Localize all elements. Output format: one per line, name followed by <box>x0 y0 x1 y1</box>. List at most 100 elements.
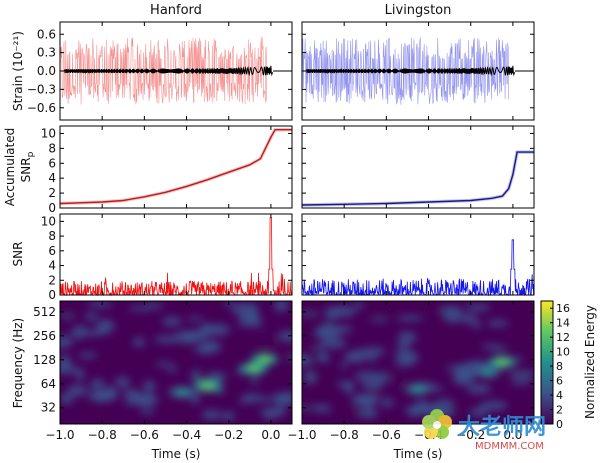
spec-frame-hanford <box>59 300 293 425</box>
colorbar-tick-label: 12 <box>556 331 570 344</box>
spec-texture <box>144 303 163 310</box>
ytick-label: 0 <box>48 201 56 215</box>
spec-texture <box>319 337 347 349</box>
spec-texture <box>394 375 406 387</box>
colorbar-tick-label: 14 <box>556 317 570 330</box>
strain-panels: 0.6 0.3 0.0 −0.3 −0.6 <box>27 21 535 121</box>
spec-texture <box>303 370 318 385</box>
spec-content-livingston <box>302 301 534 419</box>
colorbar-tick-label: 16 <box>556 302 570 315</box>
xtick-label: −0.6 <box>130 428 159 442</box>
spec-texture <box>60 335 74 349</box>
spec-texture <box>203 323 231 336</box>
spec-texture <box>85 312 99 322</box>
spec-event-blob <box>495 358 510 366</box>
xtick-label: 0.0 <box>261 428 280 442</box>
spec-texture <box>87 301 113 308</box>
spec-texture <box>201 322 211 332</box>
spec-texture <box>316 352 330 363</box>
spec-texture <box>396 342 411 351</box>
ytick-label: 4 <box>48 171 56 185</box>
ytick-label: 2 <box>48 273 56 287</box>
title-hanford: Hanford <box>150 3 202 18</box>
spec-texture <box>277 330 292 342</box>
spec-texture <box>466 383 491 394</box>
watermark-url: MDMMM.COM <box>475 441 544 452</box>
spec-texture <box>464 303 491 312</box>
spec-texture <box>220 411 236 421</box>
spec-texture <box>78 352 98 359</box>
spec-event-blob <box>175 388 190 396</box>
xtick-label: −0.2 <box>456 428 485 442</box>
ylabel-snrp-sub: p <box>26 151 36 157</box>
spec-texture <box>472 322 482 329</box>
spec-texture <box>354 371 380 382</box>
spec-texture <box>237 315 262 321</box>
spec-texture <box>168 365 177 373</box>
spec-texture <box>200 340 222 353</box>
xtick-label: −1.0 <box>45 428 74 442</box>
spec-texture <box>75 367 85 381</box>
spec-texture <box>143 380 156 394</box>
spec-texture <box>162 316 182 327</box>
snr-frame-livingston <box>301 213 535 296</box>
ytick-label: 6 <box>48 156 56 170</box>
title-livingston: Livingston <box>385 3 452 18</box>
spec-texture <box>396 315 424 322</box>
spec-texture <box>96 319 115 334</box>
spec-texture <box>340 362 349 369</box>
ytick-label: 0 <box>48 288 56 302</box>
spec-texture <box>369 316 389 322</box>
xtick-label: −0.4 <box>172 428 201 442</box>
spec-texture <box>361 380 384 390</box>
spec-texture <box>310 345 325 351</box>
watermark-flower-icon <box>422 409 452 439</box>
ytick-label: −0.6 <box>27 101 56 115</box>
spec-texture <box>190 369 202 383</box>
ylabel-frequency: Frequency (Hz) <box>11 318 25 409</box>
ytick-label: 8 <box>48 141 56 155</box>
spectrogram-panels: 512 256 128 64 32 −1.0 −0.8 −0.6 −0.4 −0.2 0.0 −1.0… <box>33 300 535 442</box>
spec-texture <box>66 384 88 397</box>
spec-texture <box>411 409 434 416</box>
spec-event-blob <box>358 396 373 404</box>
ylabel-snrp-main: SNR <box>19 157 33 182</box>
spec-blur-livingston <box>302 301 534 419</box>
ytick-label: 10 <box>41 214 56 228</box>
colorbar-tick-label: 6 <box>556 375 563 388</box>
spec-texture <box>275 393 292 403</box>
ytick-label: 8 <box>48 229 56 243</box>
spec-event-blob <box>480 368 495 376</box>
spec-texture <box>205 373 228 378</box>
spec-event-blob <box>247 364 262 372</box>
spec-event-blob <box>411 385 425 393</box>
spec-texture <box>115 376 130 388</box>
spec-texture <box>480 400 508 411</box>
spec-texture <box>330 305 357 318</box>
spec-texture <box>313 404 332 413</box>
spec-texture <box>183 333 196 342</box>
watermark-text: 大老师网 <box>458 414 546 440</box>
spec-texture <box>357 406 378 419</box>
xlabel-time-livingston: Time (s) <box>393 447 443 461</box>
snr-line-livingston <box>301 239 535 297</box>
ytick-label: 512 <box>33 305 56 319</box>
spec-texture <box>335 381 353 387</box>
spec-texture <box>223 301 237 307</box>
spec-texture <box>302 311 320 317</box>
spec-texture <box>155 362 173 367</box>
ytick-label: 256 <box>33 329 56 343</box>
xtick-label: −0.2 <box>214 428 243 442</box>
ytick-label: 0.6 <box>37 27 56 41</box>
acc-frame-hanford <box>59 125 293 209</box>
spec-texture <box>246 305 260 312</box>
spec-texture <box>60 393 74 405</box>
spec-texture <box>360 347 386 356</box>
ylabel-strain: Strain (10⁻²¹) <box>11 31 25 111</box>
ytick-label: 0.3 <box>37 46 56 60</box>
strain-noise-hanford <box>59 36 267 105</box>
spec-content-hanford <box>60 301 292 421</box>
acc-band-hanford <box>59 127 292 206</box>
colorbar-label: Normalized Energy <box>583 305 597 419</box>
